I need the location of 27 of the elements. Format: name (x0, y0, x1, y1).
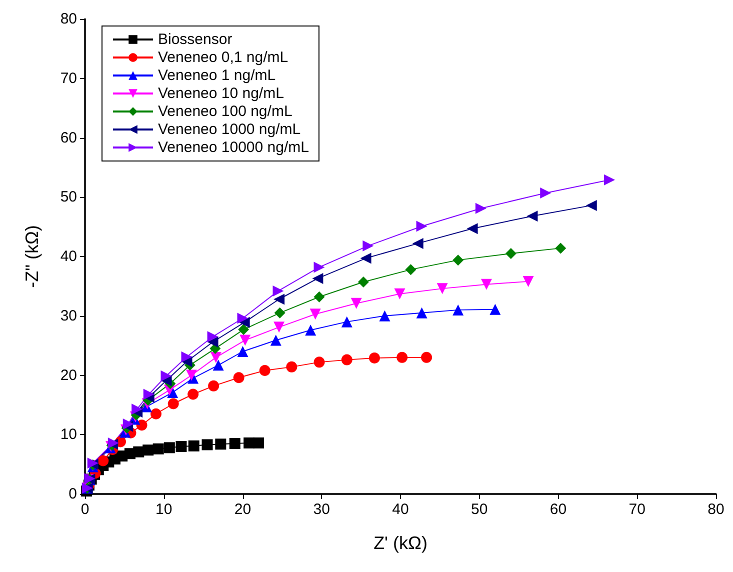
y-tick-label: 20 (60, 366, 77, 384)
y-tick-label: 80 (60, 10, 77, 28)
x-tick-label: 30 (313, 501, 330, 518)
x-tick-label: 70 (628, 501, 646, 518)
legend-label: Veneneo 1000 ng/mL (158, 121, 301, 138)
legend-label: Veneneo 100 ng/mL (158, 103, 292, 120)
x-tick-label: 60 (550, 501, 567, 518)
x-tick-label: 0 (80, 501, 90, 518)
legend-label: Veneneo 0,1 ng/mL (158, 49, 288, 66)
y-tick-label: 0 (68, 486, 77, 502)
x-tick-label: 40 (392, 501, 409, 518)
legend-label: Veneneo 10000 ng/mL (158, 139, 309, 156)
y-tick-label: 70 (60, 70, 77, 87)
x-tick-label: 20 (234, 501, 252, 518)
legend-label: Veneneo 10 ng/mL (158, 85, 284, 102)
y-axis-title: -Z" (kΩ) (22, 225, 42, 288)
legend-label: Veneneo 1 ng/mL (158, 67, 276, 84)
x-tick-label: 50 (471, 501, 488, 518)
x-tick-label: 10 (156, 501, 172, 518)
y-tick-label: 60 (60, 129, 77, 146)
x-tick-label: 80 (708, 501, 724, 518)
y-tick-label: 30 (60, 307, 77, 324)
y-tick-label: 50 (60, 188, 77, 206)
y-tick-label: 10 (60, 426, 77, 444)
legend-label: Biossensor (158, 31, 232, 48)
y-tick-label: 40 (60, 248, 77, 265)
x-axis-title: Z' (kΩ) (374, 533, 428, 553)
